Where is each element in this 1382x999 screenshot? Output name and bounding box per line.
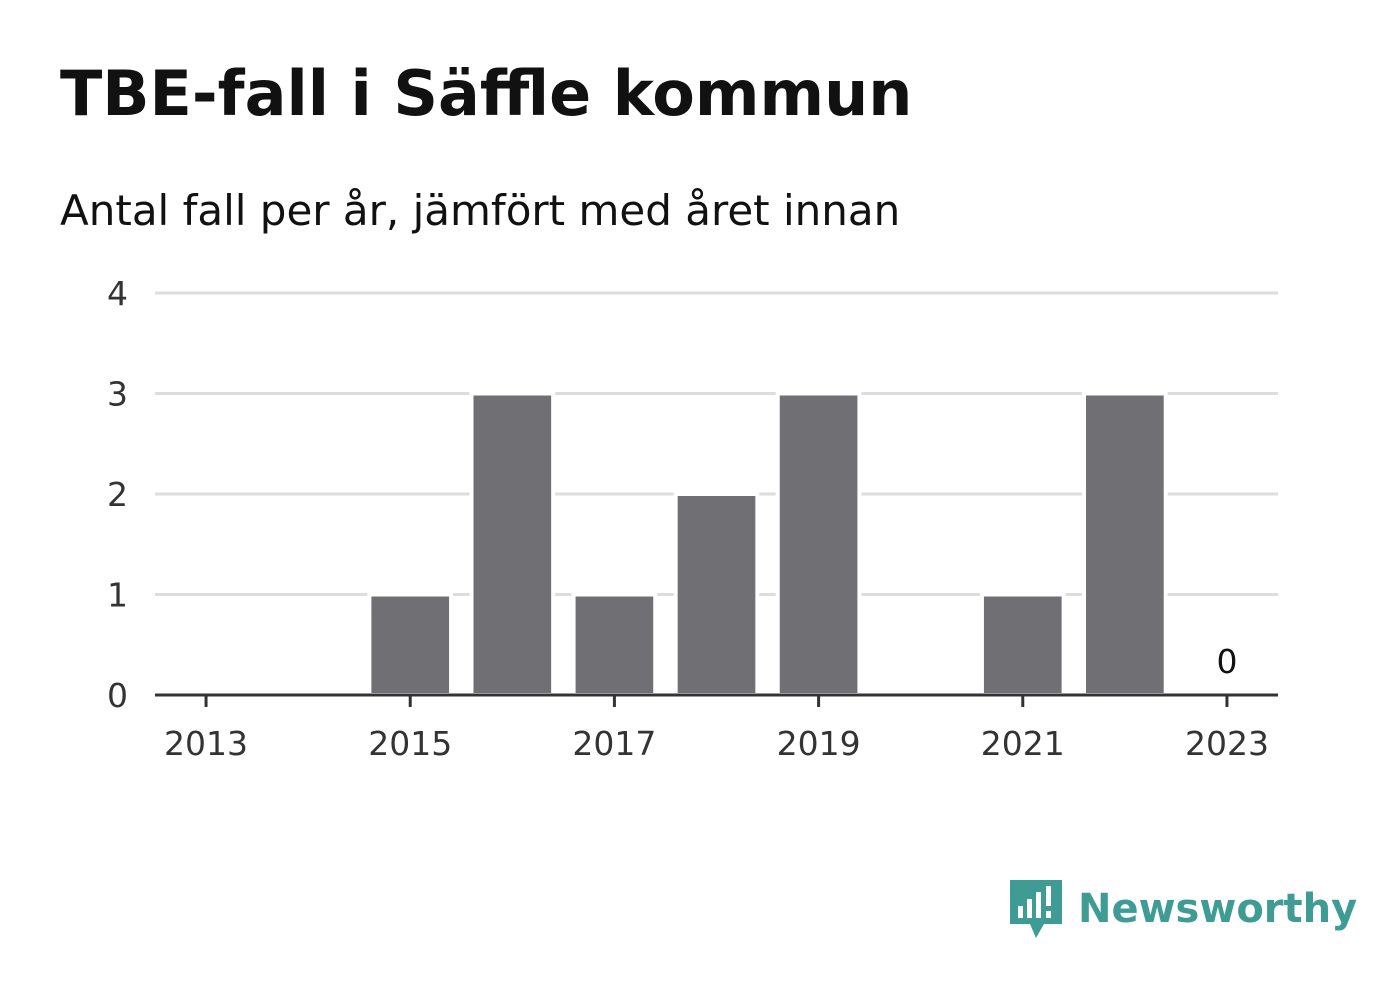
y-tick-label: 0 xyxy=(107,676,128,715)
chart-title: TBE-fall i Säffle kommun xyxy=(60,57,913,130)
y-tick-label: 2 xyxy=(107,475,128,514)
y-tick-label: 4 xyxy=(107,274,128,313)
brand-name: Newsworthy xyxy=(1078,886,1358,932)
x-tick-label: 2015 xyxy=(368,724,452,763)
bar xyxy=(469,391,556,697)
y-tick-label: 1 xyxy=(107,576,128,615)
x-tick-label: 2017 xyxy=(572,724,656,763)
x-tick-label: 2021 xyxy=(981,724,1065,763)
brand-logo: Newsworthy xyxy=(1010,878,1357,940)
x-tick-label: 2013 xyxy=(164,724,248,763)
y-axis-ticks: 0 1 2 3 4 xyxy=(107,274,128,715)
x-tick-label: 2019 xyxy=(777,724,861,763)
x-tick-label: 2023 xyxy=(1185,724,1269,763)
bar xyxy=(979,592,1066,697)
bars xyxy=(367,391,1168,697)
data-labels: 0 xyxy=(1216,642,1237,681)
bar xyxy=(571,592,658,697)
x-axis-ticks: 2013 2015 2017 2019 2021 2023 xyxy=(164,695,1269,763)
bar xyxy=(1082,391,1168,697)
newsworthy-logo-icon xyxy=(1010,880,1062,938)
bar xyxy=(367,592,454,697)
bar xyxy=(775,391,862,697)
data-label: 0 xyxy=(1216,642,1237,681)
chart-subtitle: Antal fall per år, jämfört med året inna… xyxy=(60,186,901,235)
bar xyxy=(673,492,760,697)
y-tick-label: 3 xyxy=(107,375,128,414)
